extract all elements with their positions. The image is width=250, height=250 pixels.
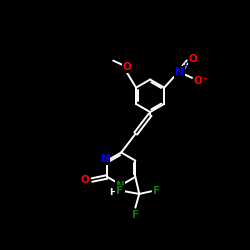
Text: F: F [153, 186, 160, 196]
Text: N: N [175, 67, 184, 77]
Text: N: N [116, 181, 124, 191]
Text: F: F [116, 186, 123, 196]
Text: O: O [194, 76, 203, 86]
Text: O: O [80, 175, 89, 185]
Text: N: N [101, 154, 110, 164]
Text: O: O [189, 54, 198, 64]
Text: F: F [132, 210, 139, 220]
Text: O: O [122, 62, 131, 72]
Text: H: H [109, 188, 116, 196]
Text: -: - [203, 74, 207, 84]
Text: +: + [182, 61, 190, 70]
